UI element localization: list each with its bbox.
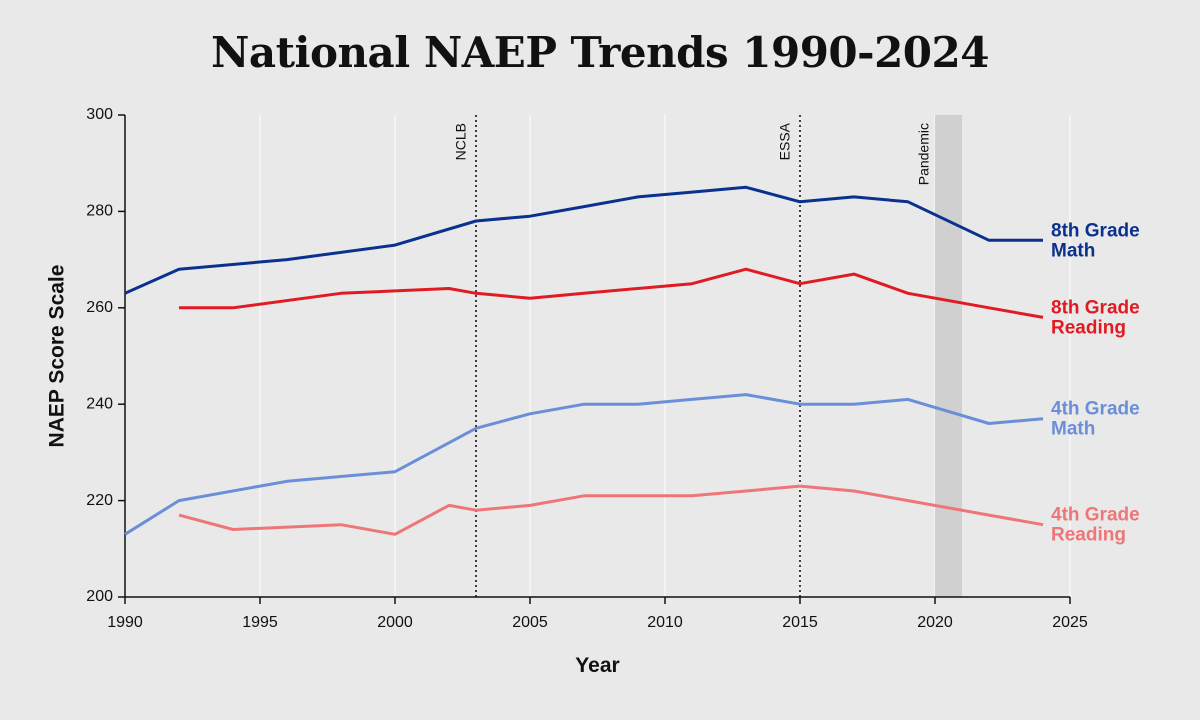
series-line-4th-grade-math [124,393,1044,536]
event-label-essa: ESSA [777,122,793,160]
event-label-pandemic: Pandemic [916,123,932,185]
event-label-nclb: NCLB [453,123,469,160]
series-label-4th-grade-reading: Reading [1051,525,1126,546]
series-line-8th-grade-reading [179,267,1044,319]
y-tick-label: 280 [86,203,113,220]
x-tick-label: 2005 [512,614,548,631]
x-tick-label: 2020 [917,614,953,631]
pandemic-band [935,115,962,597]
y-tick-label: 260 [86,299,113,316]
x-tick-label: 2000 [377,614,413,631]
x-axis-title: Year [575,654,619,677]
x-tick-label: 1990 [107,614,143,631]
series-label-4th-grade-reading: 4th Grade [1051,505,1140,526]
x-tick-label: 2025 [1052,614,1088,631]
series-line-8th-grade-math [124,185,1043,295]
series-line-4th-grade-reading [178,484,1044,536]
series-label-8th-grade-reading: Reading [1051,317,1126,338]
x-tick-label: 2015 [782,614,818,631]
y-tick-label: 220 [86,492,113,509]
series-label-8th-grade-reading: 8th Grade [1051,297,1140,318]
y-axis-title: NAEP Score Scale [46,265,69,448]
series-label-8th-grade-math: 8th Grade [1051,220,1140,241]
y-tick-label: 240 [86,395,113,412]
y-tick-label: 300 [86,106,113,123]
chart-title: National NAEP Trends 1990-2024 [211,28,989,77]
x-tick-label: 2010 [647,614,683,631]
series-label-4th-grade-math: Math [1051,419,1095,440]
series-label-8th-grade-math: Math [1051,240,1095,261]
y-tick-label: 200 [86,588,113,605]
series-label-4th-grade-math: 4th Grade [1051,399,1140,420]
x-tick-label: 1995 [242,614,278,631]
